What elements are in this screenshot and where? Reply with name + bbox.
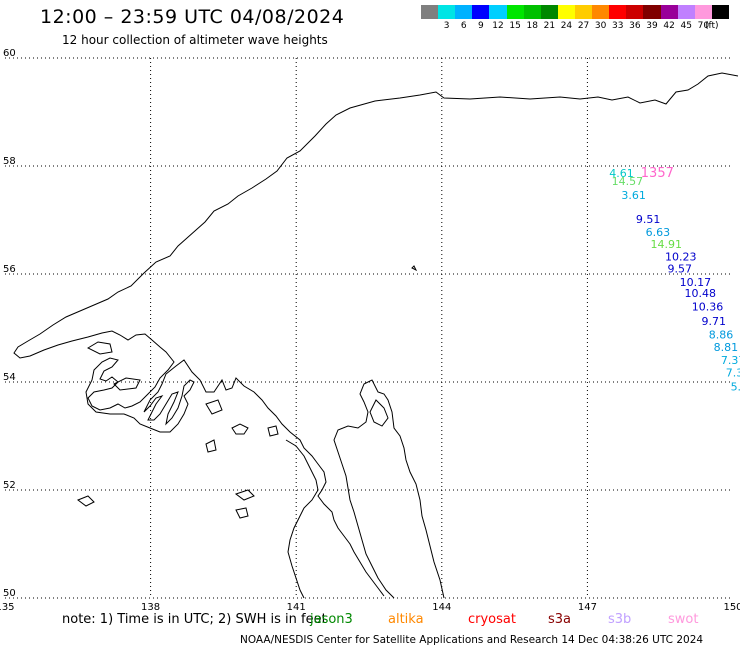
legend-swatch <box>472 5 490 19</box>
graticule: 135 138 141 144 147 150 50 52 54 56 58 60 <box>0 48 740 613</box>
legend-tick-label: 6 <box>460 21 467 31</box>
legend-tick-label: 21 <box>543 21 556 31</box>
legend-labels: (ft) 3 6 9 12 15 18 21 24 27 30 33 36 39 42 45 70 <box>421 19 729 33</box>
wave-height-label: 4.61 <box>609 167 634 180</box>
islet-6 <box>76 495 95 507</box>
lon-tick-label: 150 <box>723 602 740 613</box>
wave-height-label: 14.91 <box>650 238 682 251</box>
legend-swatch <box>660 5 678 19</box>
wave-height-label: 10.48 <box>684 287 716 300</box>
legend-swatch <box>574 5 593 19</box>
legend-tick-label: 27 <box>577 21 590 31</box>
wave-height-label: 14.57 <box>612 175 644 188</box>
legend-swatch <box>626 5 644 19</box>
legend-color-bar <box>421 5 729 19</box>
lat-tick-label: 60 <box>3 48 16 59</box>
satellite-s3b: s3b <box>608 612 632 627</box>
legend-tick-label: 36 <box>629 21 641 31</box>
wave-height-label: 9.71 <box>701 315 726 328</box>
legend-swatch <box>609 5 627 19</box>
legend-swatch <box>489 5 507 19</box>
wave-height-label: 7.31 <box>726 367 740 380</box>
coastline <box>13 72 739 599</box>
wave-height-label: 1357 <box>641 166 674 181</box>
legend-tick-label: 3 <box>443 21 450 31</box>
legend-swatch <box>455 5 473 19</box>
legend-swatch <box>677 5 695 19</box>
wave-height-label: 8.86 <box>709 328 734 341</box>
wave-height-label: 9.51 <box>636 213 661 226</box>
map-subtitle: 12 hour collection of altimeter wave hei… <box>62 33 328 47</box>
lat-tick-label: 58 <box>3 156 16 167</box>
legend-swatch <box>711 5 729 19</box>
satellite-altika: altika <box>388 612 424 627</box>
legend-tick-label: 39 <box>646 21 658 31</box>
legend-tick-label: 33 <box>612 21 624 31</box>
islet-2 <box>113 377 141 391</box>
wave-height-label: 5. <box>731 381 740 394</box>
lat-tick-label: 56 <box>3 264 16 275</box>
wave-height-label: 10.17 <box>680 276 712 289</box>
legend-swatch <box>438 5 456 19</box>
satellite-swot: swot <box>668 612 699 627</box>
lat-tick-label: 52 <box>3 480 16 491</box>
wave-height-label: 10.23 <box>665 251 697 264</box>
lake-outline <box>205 399 223 415</box>
wave-height-label: 10.36 <box>692 301 724 314</box>
lat-tick-label: 50 <box>3 588 16 599</box>
islet-8 <box>235 507 249 519</box>
legend-swatch <box>523 5 541 19</box>
islet-5 <box>267 425 279 437</box>
islet-9 <box>411 265 418 272</box>
satellite-s3a: s3a <box>548 612 572 627</box>
map-title: 12:00 – 23:59 UTC 04/08/2024 <box>40 6 345 28</box>
wave-height-label: 8.81 <box>714 341 739 354</box>
credit-line: NOAA/NESDIS Center for Satellite Applica… <box>240 634 704 646</box>
sakhalin-bay <box>369 399 389 427</box>
lon-tick-label: 135 <box>0 602 15 613</box>
islet-7 <box>234 489 255 501</box>
legend-tick-label: 70 <box>697 21 710 31</box>
satellite-jason3: jason3 <box>310 612 353 627</box>
legend-tick-label: 30 <box>594 21 607 31</box>
legend-unit: (ft) <box>705 21 719 31</box>
legend-swatch <box>643 5 661 19</box>
amur-estuary <box>285 439 319 599</box>
legend-swatch <box>421 5 439 19</box>
legend-swatch <box>540 5 558 19</box>
wave-height-observations: 4.61 135714.573.619.516.6314.9110.239.571… <box>609 166 740 394</box>
wave-height-label: 9.57 <box>667 262 692 275</box>
legend-tick-label: 18 <box>526 21 538 31</box>
lon-tick-label: 147 <box>578 602 597 613</box>
legend-tick-label: 42 <box>663 21 675 31</box>
legend-tick-label: 24 <box>560 21 573 31</box>
lon-tick-label: 141 <box>287 602 306 613</box>
satellite-cryosat: cryosat <box>468 612 516 627</box>
legend-swatch <box>557 5 575 19</box>
legend-tick-label: 15 <box>509 21 521 31</box>
lon-tick-label: 144 <box>432 602 451 613</box>
islet-1 <box>86 341 113 355</box>
legend-swatch <box>694 5 712 19</box>
islet-3 <box>231 423 249 435</box>
legend-tick-label: 9 <box>478 21 484 31</box>
wave-height-label: 7.37 <box>721 354 740 367</box>
footer-note: note: 1) Time is in UTC; 2) SWH is in fe… <box>62 612 327 627</box>
mainland-coastline <box>13 72 739 597</box>
wave-height-label: 3.61 <box>621 189 646 202</box>
lat-tick-label: 54 <box>3 372 16 383</box>
islet-4 <box>205 439 217 453</box>
wave-height-label: 6.63 <box>646 226 671 239</box>
legend-tick-label: 45 <box>680 21 692 31</box>
legend-tick-label: 12 <box>492 21 504 31</box>
lon-tick-label: 138 <box>141 602 160 613</box>
wave-height-legend: (ft) 3 6 9 12 15 18 21 24 27 30 33 36 39 42 45 70 <box>421 5 729 39</box>
legend-swatch <box>592 5 610 19</box>
legend-swatch <box>506 5 524 19</box>
sakhalin-coastline <box>333 379 445 599</box>
